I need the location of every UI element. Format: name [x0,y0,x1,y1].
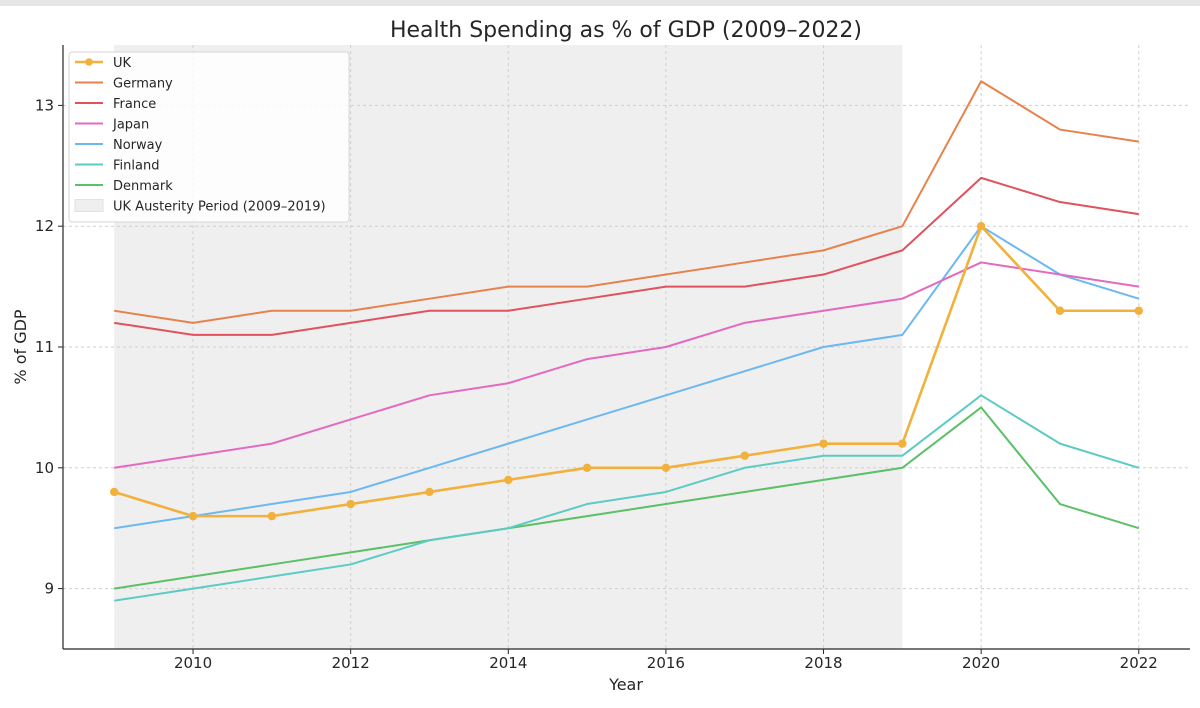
legend-item: UK [75,56,132,71]
series-finland [114,394,1140,602]
legend-box [68,51,350,223]
legend-marker [85,58,93,66]
series-line [114,176,1139,336]
data-point [740,451,749,460]
legend-item: Norway [75,138,163,153]
legend: UK Germany France Japan Norway Finland Denmark… [68,51,350,223]
series-france [114,176,1139,336]
data-point [1055,306,1065,315]
legend-item-shaded: UK Austerity Period (2009–2019) [74,199,326,215]
series-line [113,224,1139,518]
data-point [425,487,434,497]
data-point [110,487,119,497]
legend-swatch [74,199,104,212]
y-tick-label: 13 [35,96,54,114]
x-tick-label: 2016 [647,654,685,672]
x-tick-label: 2022 [1120,654,1158,672]
series-line [114,80,1139,324]
legend-label: Germany [113,77,173,92]
x-tick-label: 2018 [804,654,842,672]
data-point [819,439,828,448]
series-denmark [114,406,1140,590]
series-line [114,394,1140,602]
series-line [114,261,1139,469]
legend-item: Japan [75,118,149,133]
chart-title: Health Spending as % of GDP (2009–2022) [390,18,862,43]
legend-label: France [113,97,156,112]
legend-item: Denmark [75,179,173,194]
legend-label: Denmark [113,179,173,194]
y-tick-label: 11 [35,338,54,356]
ticks: 2010 2012 2014 2016 2018 2020 2022 9 10 11 12 13 [35,96,1158,672]
x-tick-label: 2020 [962,654,1000,672]
data-point [976,222,986,231]
data-point [188,511,198,521]
data-point [582,463,592,472]
x-tick-label: 2014 [489,654,527,672]
legend-label: Finland [113,159,159,174]
legend-label: Norway [113,138,163,153]
data-point [661,463,671,472]
top-border [0,0,1200,6]
legend-label: UK Austerity Period (2009–2019) [113,200,326,215]
y-tick-label: 9 [44,580,54,598]
series-line [114,225,1140,530]
series-germany [114,80,1139,324]
series-line [114,406,1140,590]
y-axis-label: % of GDP [11,309,30,385]
series-norway [114,225,1140,530]
legend-label: UK [113,56,132,71]
data-point [504,475,513,485]
data-point [346,499,355,509]
legend-item: Finland [75,159,159,174]
data-point [898,439,907,448]
series-uk [110,222,1143,521]
series-layer [110,80,1143,602]
series-japan [114,261,1139,469]
data-point [1134,306,1143,315]
x-axis-label: Year [608,675,643,694]
data-point [267,511,277,521]
legend-label: Japan [112,118,149,133]
legend-item: France [75,97,156,112]
x-tick-label: 2010 [174,654,212,672]
x-tick-label: 2012 [332,654,370,672]
legend-item: Germany [75,77,173,92]
y-tick-label: 12 [35,217,54,235]
y-tick-label: 10 [35,459,54,477]
